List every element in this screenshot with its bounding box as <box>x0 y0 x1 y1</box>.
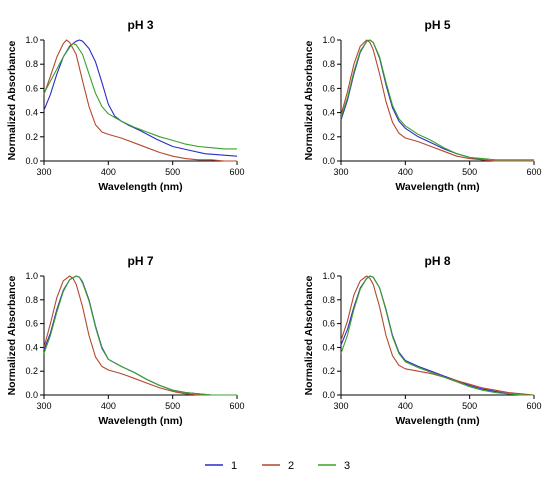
y-tick-label: 0.2 <box>25 366 38 376</box>
series-line-2 <box>340 39 534 162</box>
y-tick-label: 0.0 <box>322 156 335 166</box>
series-line-2 <box>43 39 237 162</box>
series-line-1 <box>43 39 238 157</box>
series-line-3 <box>43 275 237 396</box>
series-line-1 <box>340 275 534 396</box>
y-tick-label: 0.2 <box>322 366 335 376</box>
x-tick-label: 300 <box>333 167 348 177</box>
chart-title: pH 5 <box>424 18 450 32</box>
series-line-1 <box>43 275 237 396</box>
y-tick-label: 1.0 <box>322 35 335 45</box>
y-tick-label: 0.6 <box>322 319 335 329</box>
y-tick-label: 0.8 <box>322 59 335 69</box>
x-tick-label: 500 <box>462 167 477 177</box>
x-tick-label: 300 <box>333 401 348 411</box>
y-tick-label: 0.2 <box>322 132 335 142</box>
chart-panel-4: pH 8 300 400 500 600 0.0 0.2 0.4 0.6 0.8 1.0 Wavele… <box>303 254 542 427</box>
x-axis-label: Wavelength (nm) <box>98 415 182 427</box>
series-line-2 <box>43 275 237 396</box>
x-axis-label: Wavelength (nm) <box>395 181 479 193</box>
chart-title: pH 8 <box>424 254 450 268</box>
x-tick-label: 300 <box>36 401 51 411</box>
series-line-3 <box>340 275 534 396</box>
y-tick-label: 0.8 <box>25 59 38 69</box>
y-tick-label: 1.0 <box>25 271 38 281</box>
y-axis-label: Normalized Absorbance <box>303 40 315 160</box>
x-tick-label: 600 <box>229 167 244 177</box>
chart-panel-2: pH 5 300 400 500 600 0.0 0.2 0.4 0.6 0.8 1.0 Wavele… <box>303 18 542 193</box>
series-line-1 <box>340 39 534 162</box>
y-tick-label: 1.0 <box>25 35 38 45</box>
y-tick-label: 0.4 <box>25 342 38 352</box>
x-tick-label: 400 <box>101 401 116 411</box>
y-axis-label: Normalized Absorbance <box>6 40 18 160</box>
legend: 1 2 3 <box>205 460 350 472</box>
x-tick-label: 600 <box>229 401 244 411</box>
x-tick-label: 300 <box>36 167 51 177</box>
x-tick-label: 500 <box>462 401 477 411</box>
y-axis-label: Normalized Absorbance <box>303 275 315 395</box>
x-tick-label: 500 <box>165 167 180 177</box>
y-tick-label: 0.0 <box>322 390 335 400</box>
y-tick-label: 1.0 <box>322 271 335 281</box>
y-axis-label: Normalized Absorbance <box>6 275 18 395</box>
chart-title: pH 3 <box>127 18 153 32</box>
x-tick-label: 500 <box>165 401 180 411</box>
x-tick-label: 400 <box>101 167 116 177</box>
y-tick-label: 0.8 <box>322 295 335 305</box>
y-tick-label: 0.0 <box>25 156 38 166</box>
y-tick-label: 0.6 <box>322 83 335 93</box>
y-tick-label: 0.2 <box>25 132 38 142</box>
y-tick-label: 0.4 <box>322 108 335 118</box>
legend-label-3: 3 <box>344 460 350 472</box>
x-tick-label: 600 <box>526 401 541 411</box>
x-tick-label: 600 <box>526 167 541 177</box>
y-tick-label: 0.6 <box>25 83 38 93</box>
y-tick-label: 0.6 <box>25 319 38 329</box>
legend-label-2: 2 <box>288 460 294 472</box>
x-axis-label: Wavelength (nm) <box>395 415 479 427</box>
series-line-2 <box>340 275 535 396</box>
legend-label-1: 1 <box>231 460 237 472</box>
chart-panel-3: pH 7 300 400 500 600 0.0 0.2 0.4 0.6 0.8 1.0 Wavele… <box>6 254 245 427</box>
y-tick-label: 0.0 <box>25 390 38 400</box>
series-line-3 <box>340 39 534 161</box>
x-axis-label: Wavelength (nm) <box>98 181 182 193</box>
x-tick-label: 400 <box>398 167 413 177</box>
y-tick-label: 0.4 <box>25 108 38 118</box>
series-line-3 <box>43 43 237 150</box>
y-tick-label: 0.8 <box>25 295 38 305</box>
chart-panel-1: pH 3 300 400 500 600 0.0 0.2 0.4 0.6 0.8 1.0 Wavele… <box>6 18 245 193</box>
x-tick-label: 400 <box>398 401 413 411</box>
y-tick-label: 0.4 <box>322 342 335 352</box>
chart-title: pH 7 <box>127 254 153 268</box>
